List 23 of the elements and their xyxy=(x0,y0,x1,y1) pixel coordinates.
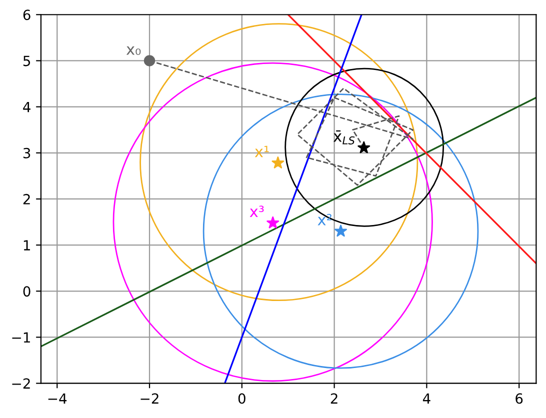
y-tick-label: −1 xyxy=(12,332,30,342)
y-tick-label: 4 xyxy=(23,102,30,112)
series-label: x₀ xyxy=(126,46,141,55)
point xyxy=(272,156,284,168)
y-tick-label: 3 xyxy=(23,148,30,158)
y-tick-label: 0 xyxy=(23,286,30,297)
y-tick-label: 6 xyxy=(23,10,30,20)
x-tick-label: 0 xyxy=(238,393,246,404)
y-tick-label: 5 xyxy=(23,56,30,66)
x-tick-label: 2 xyxy=(330,393,338,404)
series-label: x¹ xyxy=(254,146,269,158)
point xyxy=(144,55,156,66)
series-label: x³ xyxy=(250,206,264,217)
x-tick-label: 4 xyxy=(422,393,430,404)
point xyxy=(358,141,370,154)
y-tick-label: −2 xyxy=(12,378,30,389)
y-tick-label: 1 xyxy=(24,240,30,250)
series-label: x² xyxy=(318,214,332,226)
x-tick-label: 6 xyxy=(516,393,523,404)
y-tick-label: 2 xyxy=(23,194,30,204)
x-tick-label: −4 xyxy=(48,393,67,404)
series-label: x̄$_{LS}$ xyxy=(334,130,355,144)
x-tick-label: −2 xyxy=(140,393,158,404)
